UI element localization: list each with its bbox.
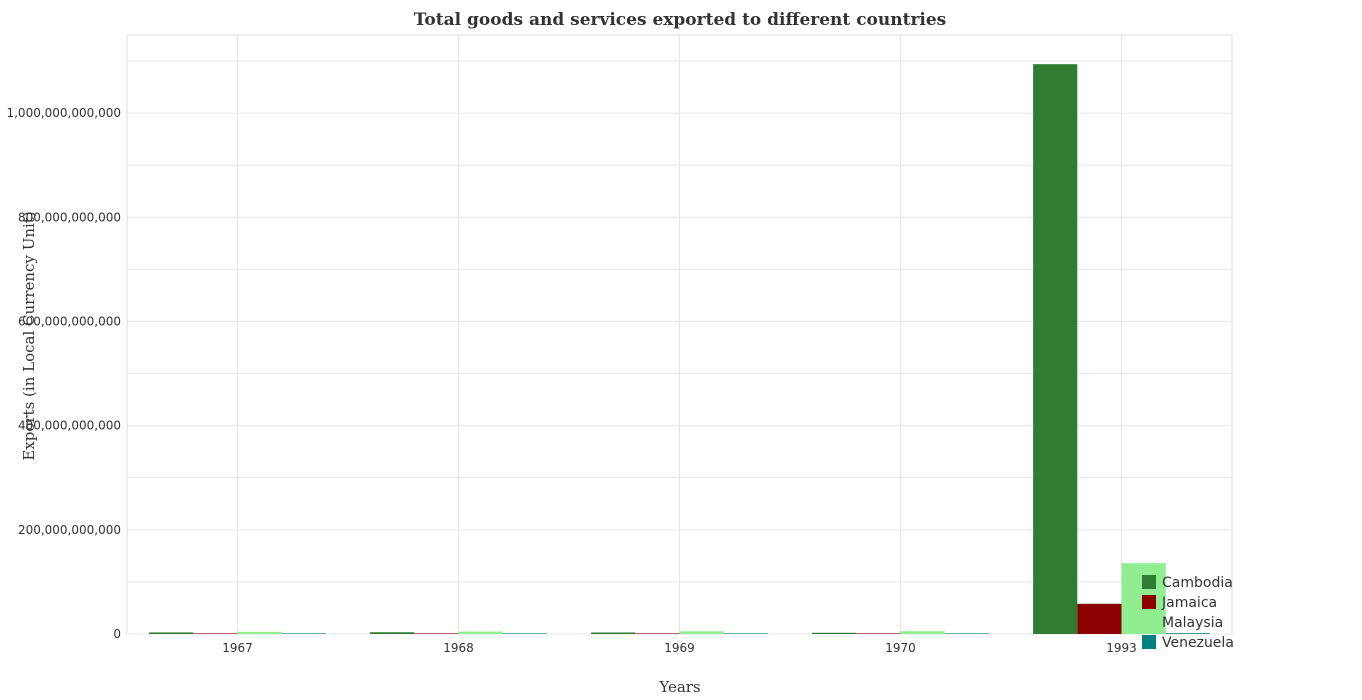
x-tick-label: 1969 <box>664 641 695 655</box>
bar-malaysia-1967 <box>237 631 282 634</box>
bar-cambodia-1968 <box>370 632 415 634</box>
x-tick-labels: 1967 1968 1969 1970 1993 <box>222 641 1137 655</box>
legend-label-cambodia: Cambodia <box>1162 575 1233 591</box>
x-tick-label: 1993 <box>1106 641 1137 655</box>
y-tick-label: 1,000,000,000,000 <box>6 106 121 120</box>
chart-title: Total goods and services exported to dif… <box>414 10 947 30</box>
bar-jamaica-1967 <box>193 633 238 634</box>
y-tick-label: 0 <box>113 627 121 641</box>
legend-swatch-cambodia <box>1142 575 1156 589</box>
legend: Cambodia Jamaica Malaysia Venezuela <box>1142 575 1234 651</box>
bar-malaysia-1969 <box>679 631 724 634</box>
bar-jamaica-1969 <box>635 633 680 634</box>
x-tick-label: 1968 <box>443 641 474 655</box>
bar-jamaica-1993 <box>1077 603 1122 634</box>
y-tick-label: 800,000,000,000 <box>18 210 121 224</box>
y-tick-label: 200,000,000,000 <box>18 523 121 537</box>
bar-venezuela-1969 <box>723 633 768 634</box>
bar-venezuela-1967 <box>281 633 326 634</box>
bar-jamaica-1970 <box>856 633 901 634</box>
legend-swatch-malaysia <box>1142 615 1156 629</box>
y-tick-label: 400,000,000,000 <box>18 419 121 433</box>
y-axis-label: Exports (in Local Currency Unit) <box>20 211 38 460</box>
bar-cambodia-1967 <box>149 632 194 634</box>
x-tick-label: 1970 <box>885 641 916 655</box>
bar-venezuela-1968 <box>502 633 547 634</box>
legend-label-malaysia: Malaysia <box>1162 615 1223 631</box>
bar-malaysia-1970 <box>900 631 945 634</box>
y-tick-label: 600,000,000,000 <box>18 314 121 328</box>
bar-cambodia-1970 <box>812 632 857 634</box>
legend-swatch-jamaica <box>1142 595 1156 609</box>
x-gridlines <box>237 35 1122 634</box>
bar-cambodia-1969 <box>591 632 636 634</box>
legend-label-venezuela: Venezuela <box>1162 635 1234 651</box>
bar-venezuela-1970 <box>944 633 989 634</box>
bar-jamaica-1968 <box>414 633 459 634</box>
y-tick-labels: 0 200,000,000,000 400,000,000,000 600,000,0… <box>6 106 121 641</box>
x-axis-label: Years <box>658 678 700 696</box>
bar-cambodia-1993 <box>1033 64 1078 635</box>
legend-label-jamaica: Jamaica <box>1161 595 1217 611</box>
bar-venezuela-1993 <box>1165 633 1210 634</box>
bar-malaysia-1968 <box>458 631 503 634</box>
x-tick-label: 1967 <box>222 641 253 655</box>
legend-swatch-venezuela <box>1142 635 1156 649</box>
